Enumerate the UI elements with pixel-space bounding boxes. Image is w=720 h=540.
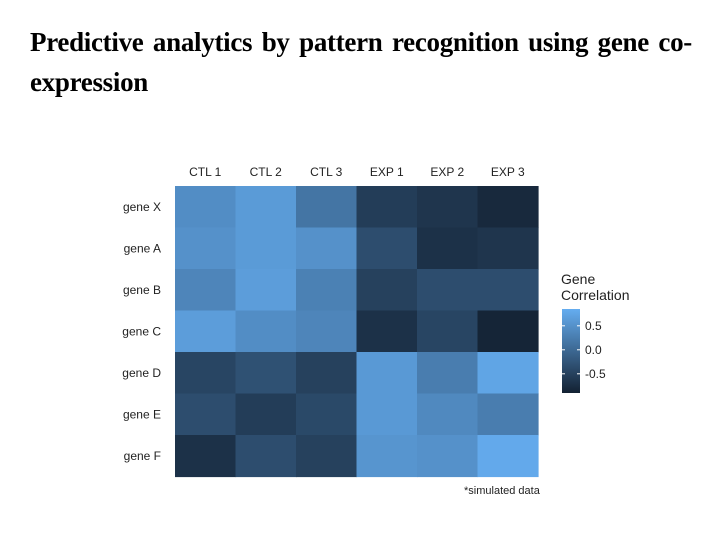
row-labels: gene X gene A gene B gene C gene D gene E gene… [122,200,161,463]
heatmap-cell [417,352,479,395]
column-label: CTL 3 [310,165,343,179]
heatmap-cell [356,435,418,478]
heatmap-cell [296,186,358,229]
heatmap-cell [356,186,418,229]
column-labels: CTL 1 CTL 2 CTL 3 EXP 1 EXP 2 EXP 3 [189,165,525,179]
heatmap-cell [175,227,237,270]
heatmap-cell [477,269,539,312]
heatmap-cell [417,227,479,270]
heatmap-cell [235,269,297,312]
heatmap-cell [175,352,237,395]
heatmap-cell [477,186,539,229]
row-label: gene A [124,241,161,255]
column-label: CTL 2 [250,165,283,179]
row-label: gene C [122,324,161,338]
heatmap-cell [417,393,479,436]
heatmap-cell [417,186,479,229]
heatmap-cell [296,435,358,478]
heatmap-cells [175,186,539,478]
color-legend: Gene Correlation 0.5 0.0 -0.5 [561,271,629,393]
heatmap-cell [477,310,539,353]
row-label: gene B [123,283,161,297]
heatmap-cell [417,435,479,478]
legend-title-line-1: Gene [561,271,595,287]
heatmap-cell [175,435,237,478]
legend-tick-label: -0.5 [585,367,606,381]
heatmap-cell [296,393,358,436]
row-label: gene E [123,407,161,421]
column-label: CTL 1 [189,165,222,179]
heatmap-cell [417,269,479,312]
heatmap-cell [356,227,418,270]
heatmap-cell [356,269,418,312]
heatmap-cell [235,393,297,436]
heatmap-cell [235,186,297,229]
legend-title-line-2: Correlation [561,287,629,303]
row-label: gene F [124,449,161,463]
heatmap-cell [296,227,358,270]
column-label: EXP 2 [430,165,464,179]
heatmap-cell [477,435,539,478]
heatmap-cell [477,352,539,395]
heatmap-cell [235,227,297,270]
heatmap-cell [235,352,297,395]
heatmap-cell [356,310,418,353]
heatmap-cell [477,227,539,270]
legend-tick-label: 0.0 [585,343,602,357]
heatmap-cell [296,269,358,312]
heatmap-cell [235,310,297,353]
column-label: EXP 1 [370,165,404,179]
row-label: gene X [123,200,161,214]
legend-ticks: 0.5 0.0 -0.5 [562,319,606,381]
heatmap-cell [356,352,418,395]
column-label: EXP 3 [491,165,525,179]
heatmap-cell [175,393,237,436]
legend-color-bar [562,309,580,393]
row-label: gene D [122,366,161,380]
heatmap-cell [477,393,539,436]
heatmap-cell [235,435,297,478]
heatmap-cell [417,310,479,353]
legend-tick-label: 0.5 [585,319,602,333]
heatmap-cell [296,352,358,395]
heatmap-cell [175,186,237,229]
heatmap-cell [356,393,418,436]
heatmap-cell [175,269,237,312]
heatmap-cell [175,310,237,353]
slide-title: Predictive analytics by pattern recognit… [30,27,692,97]
heatmap-cell [296,310,358,353]
footnote: *simulated data [464,485,540,497]
